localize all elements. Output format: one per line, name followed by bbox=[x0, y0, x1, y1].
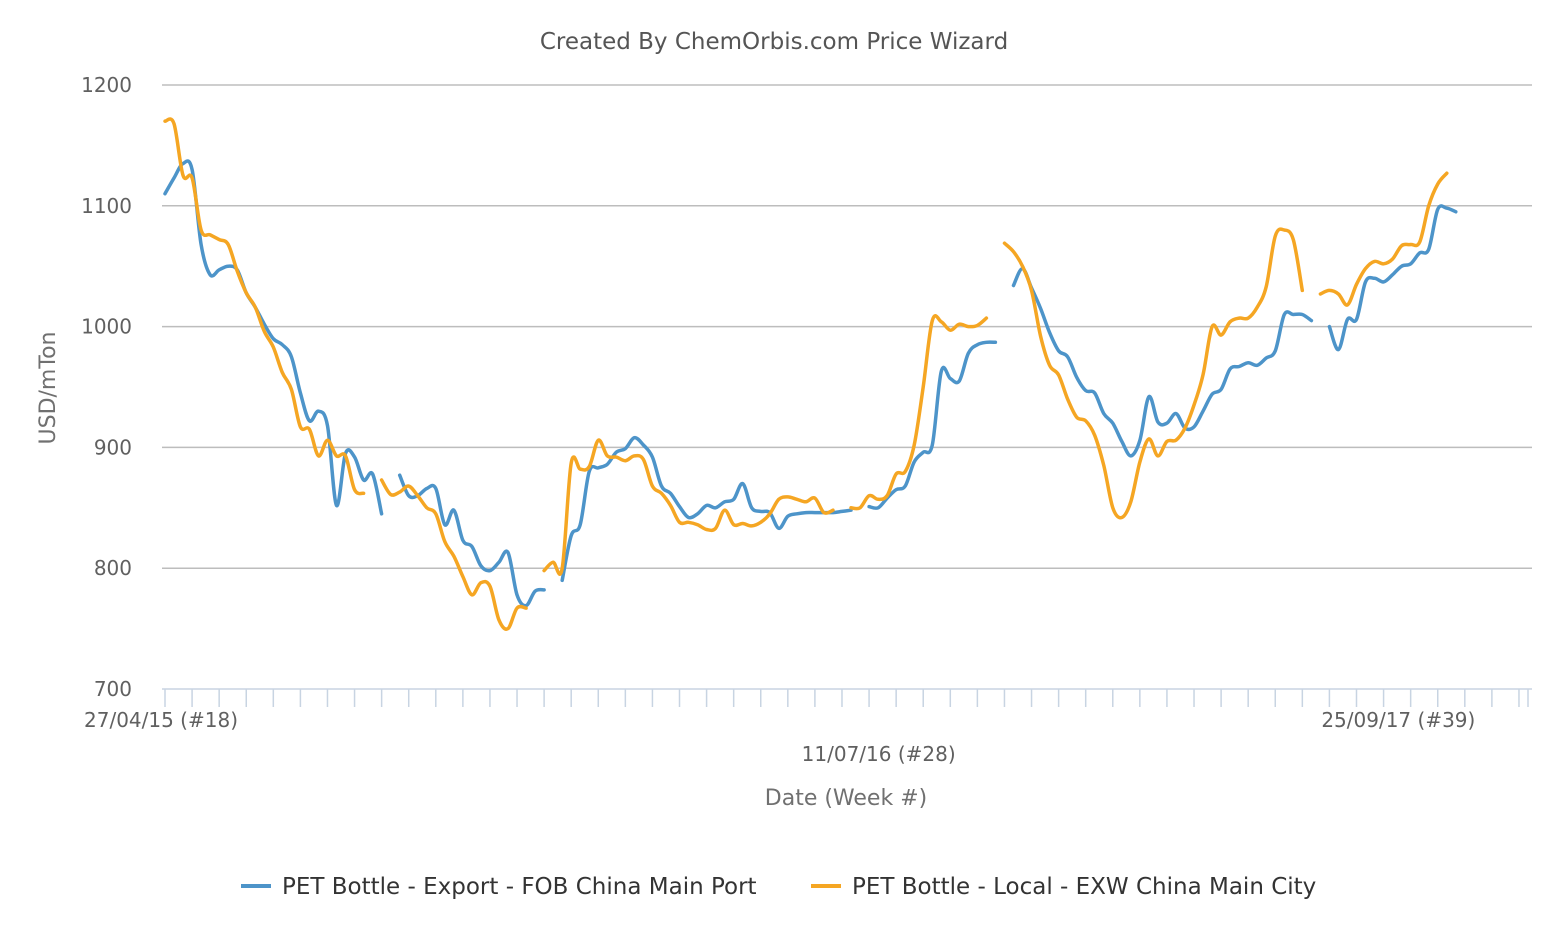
series-1-line-segment-3 bbox=[849, 314, 989, 511]
x-axis: 27/04/15 (#18) 11/07/16 (#28) 25/09/17 (#3… bbox=[84, 688, 1532, 766]
x-tick-label-2: 25/09/17 (#39) bbox=[1321, 708, 1475, 732]
chart-title: Created By ChemOrbis.com Price Wizard bbox=[540, 29, 1008, 55]
y-tick-label-1000: 1000 bbox=[81, 315, 132, 339]
legend-item-local[interactable]: PET Bottle - Local - EXW China Main City bbox=[811, 874, 1316, 900]
y-tick-label-1200: 1200 bbox=[81, 73, 132, 97]
series-0-line-segment-4 bbox=[1011, 266, 1314, 458]
legend: PET Bottle - Export - FOB China Main Por… bbox=[241, 874, 1316, 900]
plot-area bbox=[163, 117, 1458, 631]
series-0-line-segment-3 bbox=[867, 340, 998, 510]
series-1-line-segment-1 bbox=[379, 478, 528, 631]
legend-item-export[interactable]: PET Bottle - Export - FOB China Main Por… bbox=[241, 874, 757, 900]
legend-label-export: PET Bottle - Export - FOB China Main Por… bbox=[282, 874, 757, 900]
y-axis: 700 800 900 1000 1100 1200 bbox=[81, 73, 132, 701]
series-1 bbox=[163, 117, 1449, 631]
series-0-line-segment-2 bbox=[560, 435, 853, 583]
series-0-line-segment-5 bbox=[1327, 204, 1458, 352]
legend-label-local: PET Bottle - Local - EXW China Main City bbox=[852, 874, 1316, 900]
y-tick-label-700: 700 bbox=[94, 677, 132, 701]
series-1-line-segment-0 bbox=[163, 117, 366, 496]
x-tick-label-1: 11/07/16 (#28) bbox=[802, 742, 956, 766]
series-0-line-segment-1 bbox=[397, 473, 546, 608]
series-1-line-segment-2 bbox=[542, 438, 835, 576]
y-tick-label-900: 900 bbox=[94, 435, 132, 459]
y-tick-label-800: 800 bbox=[94, 556, 132, 580]
x-tick-label-0: 27/04/15 (#18) bbox=[84, 708, 238, 732]
x-axis-label: Date (Week #) bbox=[765, 786, 927, 811]
gridlines bbox=[162, 84, 1532, 569]
series-0 bbox=[163, 159, 1458, 608]
y-tick-label-1100: 1100 bbox=[81, 194, 132, 218]
y-axis-label: USD/mTon bbox=[36, 332, 61, 445]
series-1-line-segment-4 bbox=[1002, 227, 1305, 520]
series-1-line-segment-5 bbox=[1318, 171, 1449, 307]
